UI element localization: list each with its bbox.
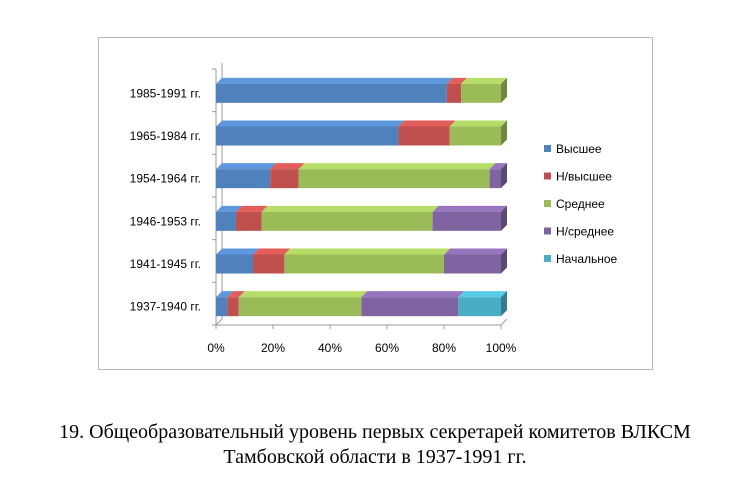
bar-segment bbox=[216, 169, 271, 189]
bar-segment bbox=[235, 211, 262, 231]
bar-segment bbox=[216, 254, 254, 274]
bar-segment bbox=[270, 169, 299, 189]
bar-segment-top bbox=[216, 120, 405, 127]
bar-segment-side bbox=[501, 120, 507, 146]
bar-segment-top bbox=[284, 248, 450, 255]
y-tick-label: 1985-1991 гг. bbox=[130, 86, 201, 100]
bar-segment bbox=[284, 254, 444, 274]
bar-segment-side bbox=[501, 77, 507, 103]
bar-segment bbox=[298, 169, 490, 189]
bar-segment-top bbox=[432, 205, 507, 212]
x-tick-label: 20% bbox=[261, 341, 285, 355]
x-tick-label: 100% bbox=[486, 341, 517, 355]
stacked-bar-chart: 0% 20% 40% 60% 80% 100% 1937-1940 гг. 1941-1945… bbox=[130, 63, 618, 355]
bar-segment-side bbox=[501, 205, 507, 231]
caption-line-2: Тамбовской области в 1937-1991 гг. bbox=[223, 446, 527, 468]
figure-caption: 19. Общеобразовательный уровень первых с… bbox=[0, 420, 750, 470]
y-tick-label: 1941-1945 гг. bbox=[130, 257, 201, 271]
bar-segment bbox=[444, 254, 501, 274]
bar-segment-top bbox=[489, 163, 507, 170]
bar-segment bbox=[461, 83, 501, 103]
y-tick-label: 1946-1953 гг. bbox=[130, 214, 201, 228]
legend-label: Н/среднее bbox=[556, 225, 614, 239]
bar-segment bbox=[216, 211, 236, 231]
bar-segment-side bbox=[501, 163, 507, 189]
legend-swatch bbox=[544, 145, 551, 152]
bar-segment bbox=[489, 169, 501, 189]
bar-segment-top bbox=[298, 163, 496, 170]
bar-segment bbox=[253, 254, 285, 274]
y-tick-label: 1954-1964 гг. bbox=[130, 172, 201, 186]
bar-segment-top bbox=[449, 120, 507, 127]
bar-segment-top bbox=[261, 205, 439, 212]
bar-segment-top bbox=[216, 163, 277, 170]
bar-segment-top bbox=[216, 291, 234, 298]
bar-segment-top bbox=[270, 163, 305, 170]
legend-swatch bbox=[544, 172, 551, 180]
bar-segment bbox=[361, 297, 459, 317]
bar-segment bbox=[238, 297, 362, 317]
caption-line-1: 19. Общеобразовательный уровень первых с… bbox=[59, 421, 691, 443]
bar-segment-top bbox=[216, 77, 453, 84]
bar-segment-top bbox=[216, 248, 260, 255]
axis-depth-line bbox=[215, 318, 223, 326]
bar-segment bbox=[216, 83, 447, 103]
bar-segment bbox=[446, 83, 462, 103]
bar-segment-top bbox=[216, 205, 242, 212]
legend-swatch bbox=[544, 200, 551, 207]
bar-segment bbox=[458, 297, 501, 317]
legend-label: Среднее bbox=[556, 197, 605, 211]
bar-segment bbox=[398, 126, 450, 146]
bar-segment bbox=[227, 297, 239, 317]
x-tick-label: 80% bbox=[432, 341, 456, 355]
bar-segment bbox=[216, 126, 399, 146]
legend-label: Высшее bbox=[556, 142, 602, 156]
floor-edge-line bbox=[500, 318, 508, 326]
legend-swatch bbox=[544, 227, 551, 235]
chart-area: 0% 20% 40% 60% 80% 100% 1937-1940 гг. 1941-1945… bbox=[98, 37, 653, 370]
bar-segment-top bbox=[398, 120, 456, 127]
bar-segment-side bbox=[501, 291, 507, 317]
bar-segment-top bbox=[238, 291, 368, 298]
bar-segment-top bbox=[361, 291, 465, 298]
y-tick-label: 1965-1984 гг. bbox=[130, 129, 201, 143]
bar-segment-top bbox=[444, 248, 507, 255]
bar-segment-top bbox=[446, 77, 468, 84]
y-tick-label: 1937-1940 гг. bbox=[130, 300, 201, 314]
bar-segment bbox=[449, 126, 501, 146]
x-tick-label: 0% bbox=[207, 341, 225, 355]
x-tick-label: 40% bbox=[318, 341, 342, 355]
bar-segment-top bbox=[253, 248, 291, 255]
bar-segment bbox=[216, 297, 228, 317]
bar-segment-top bbox=[461, 77, 507, 84]
x-tick-label: 60% bbox=[375, 341, 399, 355]
legend-swatch bbox=[544, 255, 551, 262]
bar-segment bbox=[432, 211, 501, 231]
bar-segment-top bbox=[458, 291, 507, 298]
bar-segment-top bbox=[227, 291, 245, 298]
legend-label: Н/высшее bbox=[556, 170, 612, 184]
bar-segment bbox=[261, 211, 433, 231]
bar-segment-side bbox=[501, 248, 507, 274]
bar-segment-top bbox=[235, 205, 268, 212]
legend-label: Начальное bbox=[556, 252, 618, 266]
